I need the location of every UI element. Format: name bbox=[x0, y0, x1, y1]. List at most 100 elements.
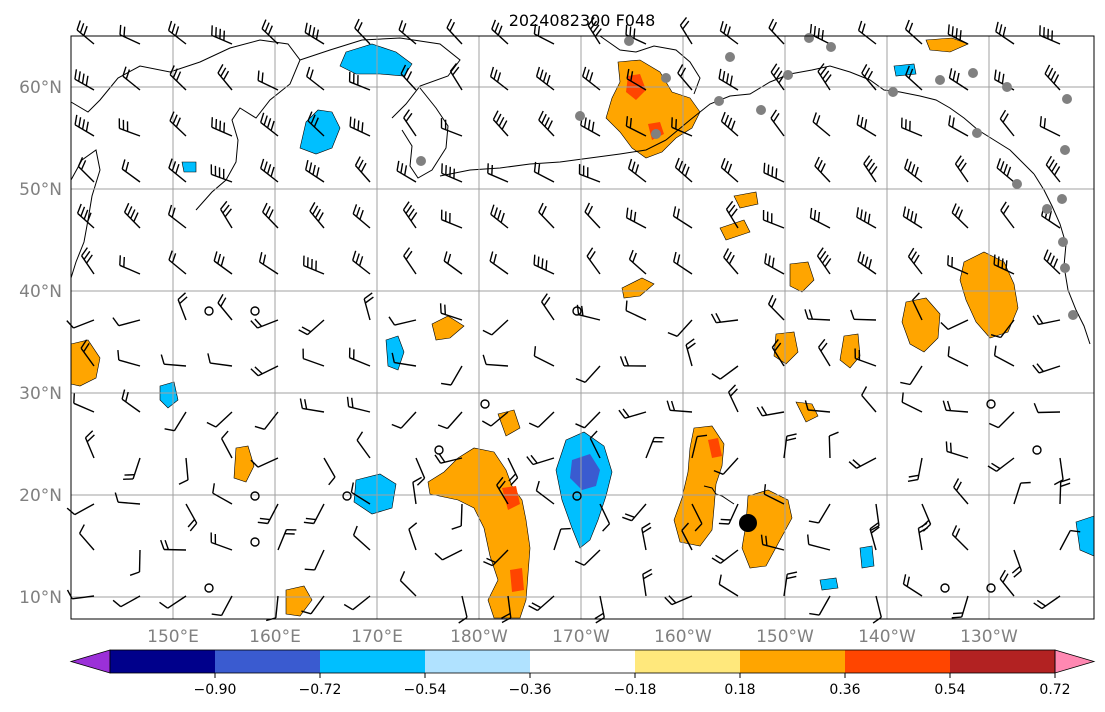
wind-barb bbox=[486, 363, 509, 367]
wind-barb-feather bbox=[123, 202, 130, 213]
wind-barb-feather bbox=[358, 256, 364, 267]
wind-barb bbox=[215, 411, 233, 428]
wind-barb bbox=[1037, 411, 1061, 414]
wind-barb-feather bbox=[675, 119, 677, 130]
wind-barb-feather bbox=[412, 476, 422, 483]
wind-barb-feather bbox=[902, 574, 907, 585]
wind-barb-feather bbox=[821, 254, 829, 264]
wind-barb-feather bbox=[77, 157, 84, 167]
station-dots bbox=[416, 33, 1078, 320]
small-orange-patch bbox=[285, 585, 313, 617]
wind-barb-feather bbox=[870, 526, 880, 534]
wind-barb-feather bbox=[820, 342, 828, 352]
lon-label: 180°W bbox=[450, 627, 508, 647]
wind-barb bbox=[625, 309, 647, 321]
station-dot bbox=[416, 156, 426, 166]
wind-barb-feather bbox=[497, 25, 503, 36]
wind-barb-feather bbox=[809, 24, 813, 35]
wind-barb-feather bbox=[948, 68, 953, 79]
small-blue-patch-8 bbox=[819, 577, 839, 591]
wind-barb-feather bbox=[328, 476, 336, 486]
station-dot bbox=[1058, 237, 1068, 247]
wind-barb-feather bbox=[391, 423, 402, 429]
wind-barb-feather bbox=[546, 74, 551, 85]
wind-barb-feather bbox=[489, 66, 495, 77]
wind-barb-feather bbox=[447, 253, 452, 264]
wind-barb-feather bbox=[955, 481, 962, 491]
wind-barb-feather bbox=[575, 377, 586, 383]
wind-barb-feather bbox=[538, 110, 544, 121]
northwest-coast bbox=[1033, 173, 1091, 345]
wind-barb-feather bbox=[440, 382, 452, 386]
wind-barb-feather bbox=[125, 161, 130, 172]
wind-barb bbox=[210, 362, 233, 367]
wind-barb bbox=[1059, 457, 1064, 480]
wind-barb-feather bbox=[1044, 64, 1051, 75]
wind-barb-feather bbox=[720, 518, 731, 521]
wind-barb-feather bbox=[718, 574, 722, 585]
wind-barb-feather bbox=[629, 209, 633, 220]
wind-barb-feather bbox=[400, 64, 407, 75]
wind-barb-feather bbox=[908, 68, 914, 79]
wind-barb-feather bbox=[78, 117, 82, 128]
colorbar-tick-label: 0.36 bbox=[829, 682, 860, 698]
wind-barb-feather bbox=[254, 425, 265, 430]
wind-barb bbox=[904, 167, 923, 183]
wind-barb-feather bbox=[1060, 482, 1071, 488]
wind-barb-feather bbox=[160, 354, 165, 365]
wind-barb bbox=[461, 595, 468, 618]
wind-barb-feather bbox=[902, 206, 907, 217]
wind-barb-feather bbox=[403, 109, 410, 119]
wind-barb-feather bbox=[627, 158, 633, 169]
wind-barb-feather bbox=[629, 118, 632, 129]
wind-barb-feather bbox=[1053, 74, 1060, 84]
wind-barb-feather bbox=[451, 525, 462, 530]
wind-barb-feather bbox=[250, 368, 259, 377]
station-dot bbox=[1062, 94, 1072, 104]
wind-barb-feather bbox=[947, 346, 950, 357]
wind-barb bbox=[79, 532, 95, 551]
wind-barb-feather bbox=[495, 113, 502, 124]
wind-barb bbox=[856, 216, 877, 229]
wind-barb-feather bbox=[312, 27, 316, 38]
wind-barb bbox=[257, 365, 279, 377]
wind-barb-feather bbox=[954, 528, 961, 538]
wind-barb-feather bbox=[1001, 258, 1004, 269]
wind-barb-feather bbox=[359, 209, 364, 220]
wind-barb-feather bbox=[257, 70, 260, 81]
wind-barb-feather bbox=[945, 441, 948, 452]
wind-barb-feather bbox=[270, 166, 275, 177]
wind-barb-feather bbox=[907, 247, 915, 257]
wind-barb-feather bbox=[438, 453, 446, 463]
wind-barb bbox=[263, 411, 279, 430]
wind-barb-feather bbox=[401, 23, 407, 33]
wind-barb bbox=[718, 583, 739, 597]
wind-barb bbox=[80, 347, 95, 367]
east-orange-region-2 bbox=[901, 297, 941, 353]
wind-barb-feather bbox=[491, 164, 493, 176]
station-dot bbox=[935, 75, 945, 85]
wind-barb-feather bbox=[999, 161, 1005, 171]
wind-barb bbox=[260, 121, 279, 137]
station-dot bbox=[725, 52, 735, 62]
wind-barb-feather bbox=[530, 454, 538, 464]
wind-barb-feather bbox=[867, 213, 871, 224]
wind-barb-feather bbox=[164, 428, 175, 432]
wind-barb bbox=[853, 318, 877, 321]
wind-barb-feather bbox=[222, 70, 230, 81]
wind-barb-feather bbox=[633, 28, 636, 39]
wind-barb bbox=[490, 411, 509, 427]
wind-barb bbox=[118, 359, 141, 367]
wind-barb bbox=[818, 346, 831, 367]
wind-barb-feather bbox=[729, 388, 738, 397]
wind-barb-feather bbox=[957, 209, 964, 220]
wind-barb-feather bbox=[860, 209, 863, 220]
wind-barb-feather bbox=[266, 118, 272, 129]
wind-barb-feather bbox=[171, 161, 177, 172]
wind-barb-feather bbox=[80, 339, 88, 349]
wind-barb-feather bbox=[260, 158, 265, 169]
wind-barb-feather bbox=[625, 300, 628, 311]
wind-barb bbox=[921, 503, 932, 525]
wind-barb bbox=[901, 401, 923, 413]
